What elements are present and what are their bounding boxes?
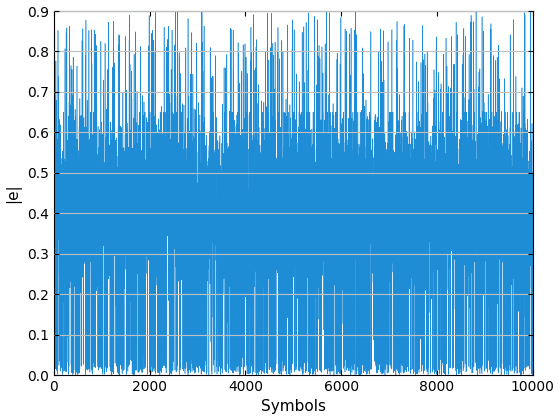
X-axis label: Symbols: Symbols xyxy=(261,399,326,415)
Y-axis label: |e|: |e| xyxy=(6,183,21,203)
